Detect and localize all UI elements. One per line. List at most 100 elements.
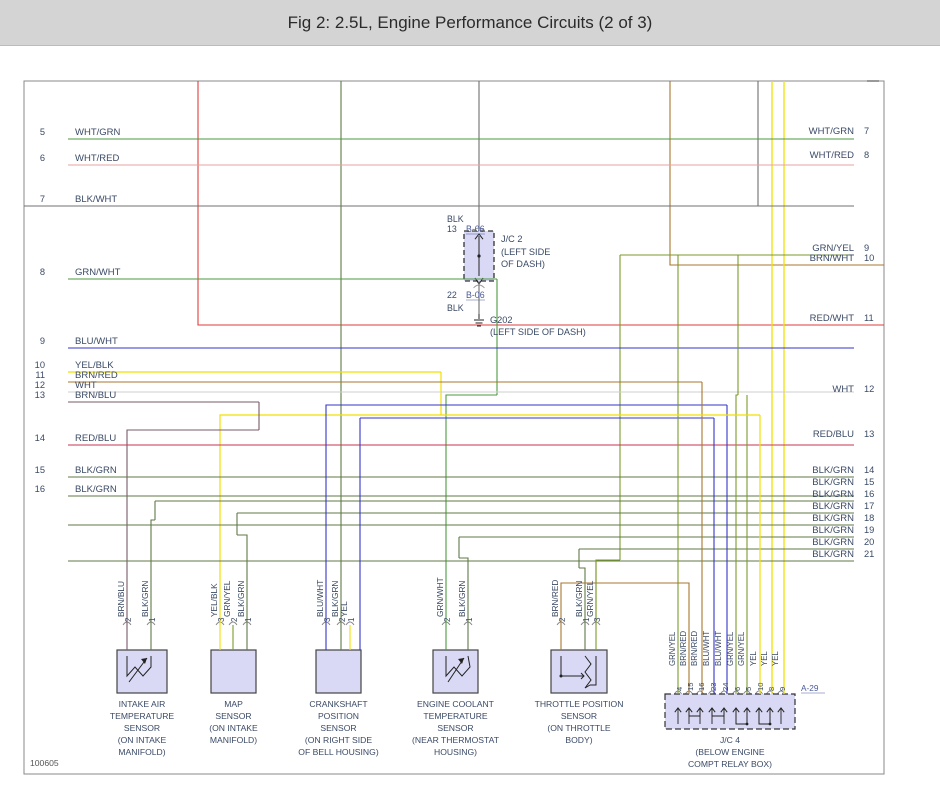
svg-text:YEL/BLK: YEL/BLK <box>209 583 219 617</box>
svg-text:9: 9 <box>778 687 787 691</box>
svg-text:GRN/YEL: GRN/YEL <box>668 631 677 666</box>
svg-text:BODY): BODY) <box>565 735 592 745</box>
svg-text:10: 10 <box>864 253 874 263</box>
svg-text:OF BELL HOUSING): OF BELL HOUSING) <box>298 747 379 757</box>
svg-text:11: 11 <box>864 313 874 323</box>
svg-text:BRN/BLU: BRN/BLU <box>116 581 126 617</box>
svg-text:BRN/RED: BRN/RED <box>550 580 560 617</box>
svg-text:7: 7 <box>40 194 45 204</box>
svg-text:23: 23 <box>709 683 718 691</box>
svg-text:20: 20 <box>864 537 874 547</box>
svg-text:15: 15 <box>686 683 695 691</box>
svg-text:14: 14 <box>35 433 45 443</box>
svg-text:J/C 2: J/C 2 <box>501 234 522 244</box>
svg-text:BLU/WHT: BLU/WHT <box>702 631 711 666</box>
svg-text:BLK/WHT: BLK/WHT <box>75 194 117 205</box>
svg-text:18: 18 <box>864 513 874 523</box>
svg-text:10: 10 <box>35 360 45 370</box>
svg-text:A-29: A-29 <box>801 683 819 693</box>
svg-text:BLK/GRN: BLK/GRN <box>812 501 854 512</box>
svg-text:12: 12 <box>35 380 45 390</box>
svg-text:BLK/GRN: BLK/GRN <box>812 525 854 536</box>
svg-text:BRN/WHT: BRN/WHT <box>810 253 855 264</box>
svg-text:MAP: MAP <box>224 699 243 709</box>
svg-text:SENSOR: SENSOR <box>124 723 160 733</box>
svg-text:BLU/WHT: BLU/WHT <box>315 580 325 617</box>
svg-text:6: 6 <box>40 153 45 163</box>
svg-text:(ON INTAKE: (ON INTAKE <box>118 735 167 745</box>
svg-text:RED/BLU: RED/BLU <box>75 433 116 444</box>
svg-text:(ON RIGHT SIDE: (ON RIGHT SIDE <box>305 735 372 745</box>
svg-text:13: 13 <box>447 224 457 234</box>
svg-text:16: 16 <box>35 484 45 494</box>
svg-text:6: 6 <box>733 687 742 691</box>
svg-text:BLK/GRN: BLK/GRN <box>75 484 117 495</box>
svg-text:BRN/RED: BRN/RED <box>679 631 688 666</box>
svg-text:16: 16 <box>697 683 706 691</box>
svg-text:POSITION: POSITION <box>318 711 359 721</box>
svg-text:(BELOW ENGINE: (BELOW ENGINE <box>695 747 765 757</box>
svg-text:INTAKE AIR: INTAKE AIR <box>119 699 166 709</box>
svg-text:BLK/GRN: BLK/GRN <box>812 549 854 560</box>
svg-text:YEL: YEL <box>760 651 769 666</box>
svg-text:(ON THROTTLE: (ON THROTTLE <box>547 723 611 733</box>
svg-text:13: 13 <box>35 390 45 400</box>
svg-text:14: 14 <box>864 465 874 475</box>
svg-text:YEL: YEL <box>771 651 780 666</box>
svg-text:CRANKSHAFT: CRANKSHAFT <box>309 699 368 709</box>
svg-text:11: 11 <box>35 370 45 380</box>
svg-text:BLK: BLK <box>447 214 464 224</box>
svg-text:4: 4 <box>675 687 684 691</box>
svg-text:BLK/GRN: BLK/GRN <box>236 581 246 617</box>
svg-text:(NEAR THERMOSTAT: (NEAR THERMOSTAT <box>412 735 500 745</box>
svg-text:GRN/YEL: GRN/YEL <box>222 580 232 617</box>
svg-text:8: 8 <box>767 687 776 691</box>
svg-text:B-06: B-06 <box>466 290 485 300</box>
svg-text:BLK/GRN: BLK/GRN <box>812 513 854 524</box>
svg-text:SENSOR: SENSOR <box>320 723 356 733</box>
svg-text:BLU/WHT: BLU/WHT <box>714 631 723 666</box>
svg-text:GRN/WHT: GRN/WHT <box>435 577 445 617</box>
svg-text:RED/BLU: RED/BLU <box>813 429 854 440</box>
svg-text:(LEFT SIDE OF DASH): (LEFT SIDE OF DASH) <box>490 327 586 337</box>
svg-text:7: 7 <box>864 126 869 136</box>
svg-text:(ON INTAKE: (ON INTAKE <box>209 723 258 733</box>
svg-text:ENGINE COOLANT: ENGINE COOLANT <box>417 699 495 709</box>
svg-text:100605: 100605 <box>30 758 59 768</box>
svg-text:MANIFOLD): MANIFOLD) <box>210 735 257 745</box>
svg-text:BLK/GRN: BLK/GRN <box>812 537 854 548</box>
svg-text:OF DASH): OF DASH) <box>501 259 545 269</box>
svg-text:BRN/BLU: BRN/BLU <box>75 390 116 401</box>
svg-text:WHT: WHT <box>832 384 854 395</box>
svg-text:SENSOR: SENSOR <box>437 723 473 733</box>
svg-text:SENSOR: SENSOR <box>561 711 597 721</box>
svg-text:J/C 4: J/C 4 <box>720 735 740 745</box>
svg-text:B-06: B-06 <box>466 224 485 234</box>
svg-text:BLK/GRN: BLK/GRN <box>457 581 467 617</box>
svg-text:19: 19 <box>864 525 874 535</box>
svg-text:10: 10 <box>756 683 765 691</box>
svg-text:(LEFT SIDE: (LEFT SIDE <box>501 247 550 257</box>
svg-text:COMPT RELAY BOX): COMPT RELAY BOX) <box>688 759 772 769</box>
svg-text:WHT/RED: WHT/RED <box>75 153 119 164</box>
svg-text:BLU/WHT: BLU/WHT <box>75 336 118 347</box>
svg-text:21: 21 <box>864 549 874 559</box>
svg-text:22: 22 <box>447 290 457 300</box>
svg-text:BLK: BLK <box>447 303 464 313</box>
svg-text:WHT/RED: WHT/RED <box>810 150 854 161</box>
svg-text:13: 13 <box>864 429 874 439</box>
svg-text:BLK/GRN: BLK/GRN <box>574 581 584 617</box>
svg-text:BLK/GRN: BLK/GRN <box>812 477 854 488</box>
svg-text:BLK/GRN: BLK/GRN <box>812 489 854 500</box>
svg-text:16: 16 <box>864 489 874 499</box>
svg-text:9: 9 <box>40 336 45 346</box>
svg-text:GRN/YEL: GRN/YEL <box>585 580 595 617</box>
svg-text:BLK/GRN: BLK/GRN <box>75 465 117 476</box>
svg-text:YEL: YEL <box>749 651 758 666</box>
svg-text:BLK/GRN: BLK/GRN <box>140 581 150 617</box>
svg-text:8: 8 <box>40 267 45 277</box>
svg-text:5: 5 <box>744 687 753 691</box>
svg-text:BLK/GRN: BLK/GRN <box>812 465 854 476</box>
svg-text:TEMPERATURE: TEMPERATURE <box>110 711 175 721</box>
svg-text:15: 15 <box>35 465 45 475</box>
